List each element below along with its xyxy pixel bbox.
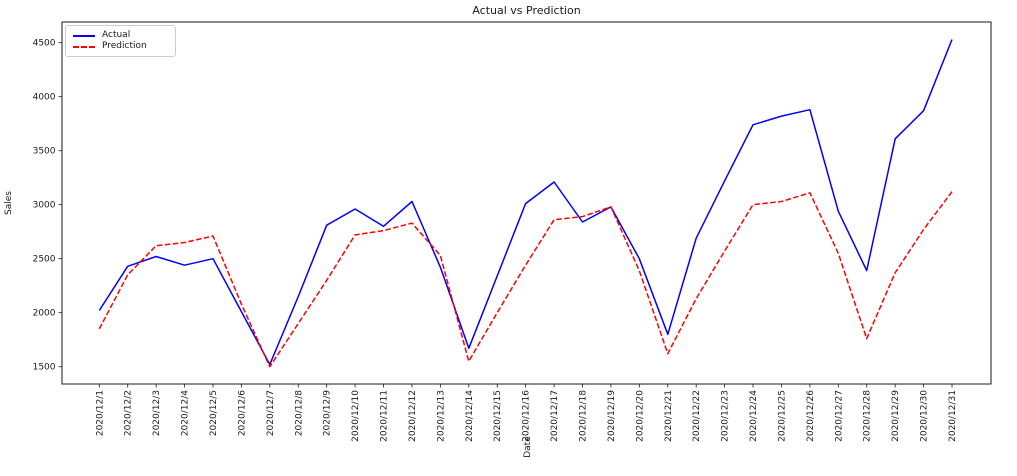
y-tick-label: 1500: [33, 363, 56, 373]
y-tick-label: 2000: [33, 309, 56, 319]
x-tick-label: 2020/12/31: [948, 390, 958, 442]
x-tick-label: 2020/12/2: [124, 390, 134, 436]
x-tick-label: 2020/12/6: [237, 390, 247, 436]
legend-line-sample-dashed: [73, 45, 95, 48]
x-axis-label: Date: [523, 436, 533, 458]
x-tick-label: 2020/12/28: [863, 390, 873, 442]
x-tick-label: 2020/12/9: [323, 390, 333, 436]
legend-line-sample-solid: [73, 34, 95, 37]
x-tick-label: 2020/12/8: [294, 390, 304, 436]
x-tick-label: 2020/12/24: [749, 390, 759, 442]
x-tick-label: 2020/12/14: [465, 390, 475, 442]
legend-label: Prediction: [102, 41, 147, 51]
y-tick-label: 2500: [33, 255, 56, 265]
x-tick-label: 2020/12/4: [181, 390, 191, 436]
y-tick-label: 4000: [33, 93, 56, 103]
x-tick-label: 2020/12/13: [436, 390, 446, 442]
x-tick-label: 2020/12/11: [380, 390, 390, 442]
series-line-actual: [98, 39, 953, 366]
x-tick-label: 2020/12/16: [522, 390, 532, 442]
x-tick-label: 2020/12/7: [266, 390, 276, 436]
chart-title: Actual vs Prediction: [472, 4, 581, 17]
legend: Actual Prediction: [65, 25, 176, 57]
x-tick-label: 2020/12/30: [920, 390, 930, 442]
legend-label: Actual: [102, 30, 131, 40]
x-tick-label: 2020/12/1: [95, 390, 105, 436]
y-tick-label: 3000: [33, 201, 56, 211]
x-tick-label: 2020/12/19: [607, 390, 617, 442]
x-tick-label: 2020/12/21: [664, 390, 674, 442]
x-tick-label: 2020/12/27: [834, 390, 844, 442]
x-tick-label: 2020/12/5: [209, 390, 219, 436]
x-tick-label: 2020/12/20: [635, 390, 645, 442]
x-tick-label: 2020/12/25: [777, 390, 787, 442]
x-tick-label: 2020/12/10: [351, 390, 361, 442]
x-tick-label: 2020/12/3: [152, 390, 162, 436]
legend-item-prediction: Prediction: [73, 41, 168, 52]
y-tick-label: 3500: [33, 147, 56, 157]
x-tick-label: 2020/12/17: [550, 390, 560, 442]
x-tick-label: 2020/12/29: [891, 390, 901, 442]
y-tick-label: 4500: [33, 39, 56, 49]
x-tick-label: 2020/12/15: [493, 390, 503, 442]
legend-item-actual: Actual: [73, 30, 168, 41]
x-tick-label: 2020/12/22: [692, 390, 702, 442]
x-tick-label: 2020/12/26: [806, 390, 816, 442]
x-tick-label: 2020/12/23: [721, 390, 731, 442]
axes-spines: [61, 21, 992, 385]
series-line-prediction: [98, 191, 953, 368]
y-axis-label: Sales: [4, 191, 14, 215]
x-tick-label: 2020/12/18: [578, 390, 588, 442]
x-tick-label: 2020/12/12: [408, 390, 418, 442]
